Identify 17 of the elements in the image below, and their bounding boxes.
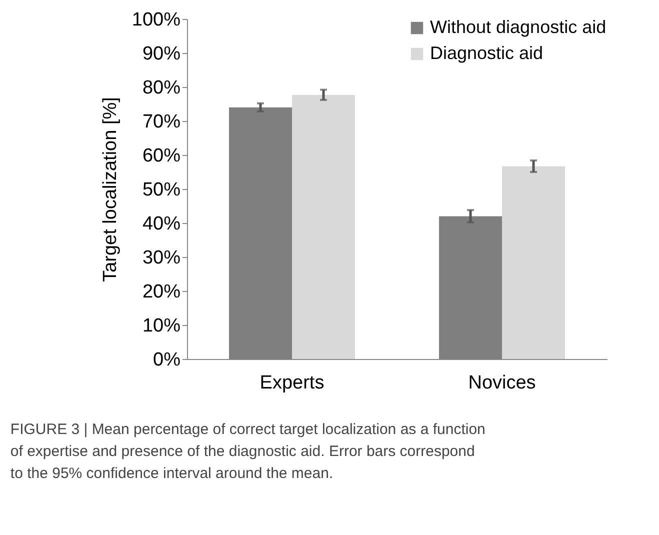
y-tick-label: 20%: [142, 282, 181, 302]
y-tick-label: 80%: [142, 78, 181, 98]
y-tick-label: 90%: [142, 44, 181, 64]
y-tick-label: 70%: [142, 112, 181, 132]
caption: FIGURE 3 | Mean percentage of correct target localization as a function of expertise and presence of the diagnostic aid. Error bars correspond to the 95% confidence interval around the mean.: [10, 421, 486, 482]
x-tick-label: Novices: [468, 372, 536, 394]
y-tick-label: 0%: [153, 350, 181, 370]
y-axis-title: Target localization [%]: [100, 97, 121, 282]
legend-label: Without diagnostic aid: [430, 17, 606, 37]
y-tick-label: 50%: [142, 180, 181, 200]
x-tick-label: Experts: [260, 372, 324, 394]
y-tick-label: 30%: [142, 248, 181, 268]
y-tick-label: 40%: [142, 214, 181, 234]
y-tick-label: 60%: [142, 146, 181, 166]
y-tick-label: 100%: [132, 10, 181, 30]
legend-label: Diagnostic aid: [430, 43, 544, 63]
y-tick-label: 10%: [142, 316, 181, 336]
